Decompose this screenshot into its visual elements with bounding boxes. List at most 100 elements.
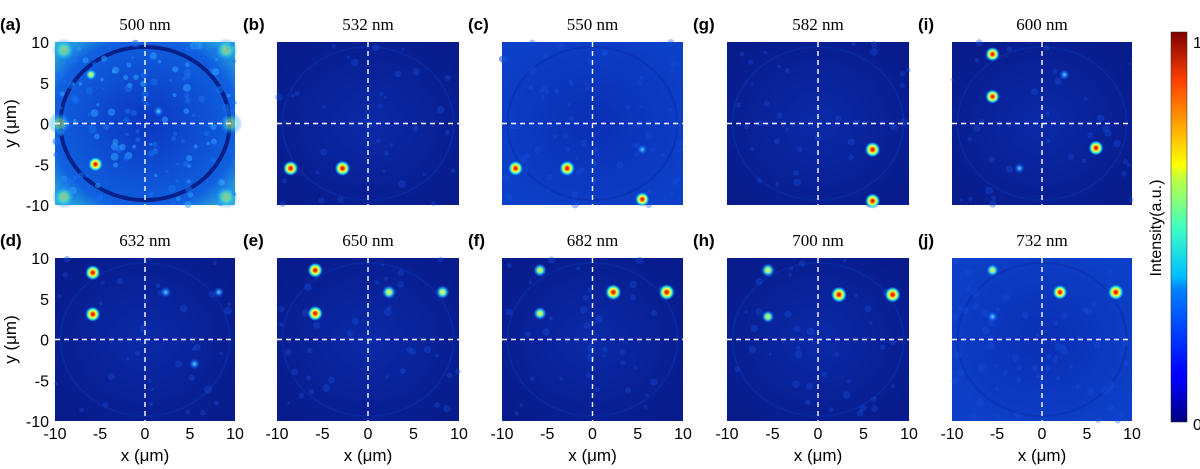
speckle: [859, 404, 867, 412]
y-tick-label: 10: [31, 35, 49, 52]
speckle: [587, 287, 593, 293]
speckle: [175, 360, 183, 368]
speckle: [135, 137, 141, 143]
speckle: [620, 360, 626, 366]
speckle: [377, 103, 383, 109]
speckle: [199, 409, 206, 416]
speckle: [53, 152, 59, 158]
speckle: [968, 196, 973, 202]
speckle: [994, 364, 998, 368]
panel-title: 682 nm: [567, 231, 618, 250]
speckle: [650, 309, 658, 316]
speckle: [603, 51, 608, 56]
panel-label: (h): [693, 231, 715, 250]
speckle: [1035, 374, 1041, 379]
speckle: [644, 131, 653, 140]
heatmap-panel: 732 nm (j) -10 -5 0 5 10 x (μm): [918, 231, 1141, 465]
panels-layer: 500 nm (a) 10 5 0 -5 -10 y (μm) 532 nm (b) 550 nm (…: [0, 15, 1141, 465]
speckle: [116, 277, 124, 285]
x-tick-label: 10: [674, 426, 692, 443]
speckle: [747, 59, 753, 65]
speckle: [559, 376, 564, 381]
speckle: [436, 105, 445, 114]
speckle: [835, 115, 842, 122]
speckle: [633, 365, 638, 369]
speckle: [153, 173, 158, 178]
focal-spot: [307, 262, 323, 278]
speckle: [351, 317, 359, 325]
speckle: [180, 139, 185, 144]
speckle: [172, 66, 179, 73]
speckle: [150, 78, 158, 86]
speckle: [868, 321, 873, 325]
speckle: [678, 147, 683, 153]
speckle: [853, 293, 858, 298]
heatmap-panel: 550 nm (c): [468, 15, 684, 209]
y-axis-label: y (μm): [1, 99, 20, 148]
speckle: [1061, 344, 1066, 349]
colorbar: 1 0 Intensity(a.u.): [1148, 31, 1200, 434]
speckle: [986, 342, 995, 350]
speckle: [135, 129, 140, 134]
speckle: [575, 170, 581, 176]
speckle: [423, 345, 432, 354]
speckle: [147, 378, 152, 383]
speckle: [62, 272, 69, 278]
speckle: [1076, 335, 1080, 340]
speckle: [1128, 62, 1132, 66]
speckle: [879, 120, 884, 126]
speckle: [584, 81, 589, 86]
focal-spot: [213, 286, 225, 298]
focal-spot: [85, 265, 101, 281]
speckle: [774, 138, 780, 145]
speckle: [168, 184, 176, 193]
speckle: [315, 170, 320, 175]
speckle: [455, 368, 461, 375]
speckle: [583, 322, 591, 329]
speckle: [547, 256, 555, 264]
speckle: [880, 344, 886, 351]
speckle: [204, 130, 210, 137]
focal-spot: [985, 47, 1000, 62]
speckle: [669, 192, 674, 197]
speckle: [750, 324, 759, 333]
edge-glow: [52, 38, 76, 63]
speckle: [223, 307, 232, 315]
y-tick-label: 0: [40, 333, 49, 350]
speckle: [443, 404, 451, 413]
speckle: [982, 345, 988, 351]
focal-spot: [88, 156, 103, 172]
speckle: [528, 280, 533, 285]
speckle: [619, 348, 626, 355]
speckle: [833, 351, 840, 357]
y-tick-label: 10: [31, 251, 49, 268]
speckle: [143, 299, 148, 303]
speckle: [279, 200, 286, 207]
speckle: [337, 196, 344, 204]
speckle: [971, 289, 980, 297]
focal-spot: [635, 192, 650, 207]
speckle: [78, 172, 85, 179]
speckle: [110, 152, 119, 161]
speckle: [502, 174, 510, 182]
speckle: [971, 413, 978, 420]
speckle: [792, 380, 800, 389]
speckle: [775, 181, 780, 187]
speckle: [215, 57, 219, 61]
speckle: [1046, 353, 1052, 359]
speckle: [996, 414, 1001, 420]
speckle: [1081, 158, 1087, 164]
speckle: [307, 347, 313, 354]
speckle: [94, 133, 100, 140]
speckle: [346, 330, 353, 337]
speckle: [635, 256, 644, 264]
speckle: [540, 95, 545, 100]
speckle: [1031, 88, 1039, 96]
speckle: [1032, 365, 1038, 371]
panel-title: 650 nm: [342, 231, 393, 250]
speckle: [73, 119, 77, 123]
focal-spot: [85, 306, 101, 322]
focal-spot: [1052, 284, 1068, 300]
speckle: [1119, 352, 1123, 356]
speckle: [890, 122, 898, 131]
